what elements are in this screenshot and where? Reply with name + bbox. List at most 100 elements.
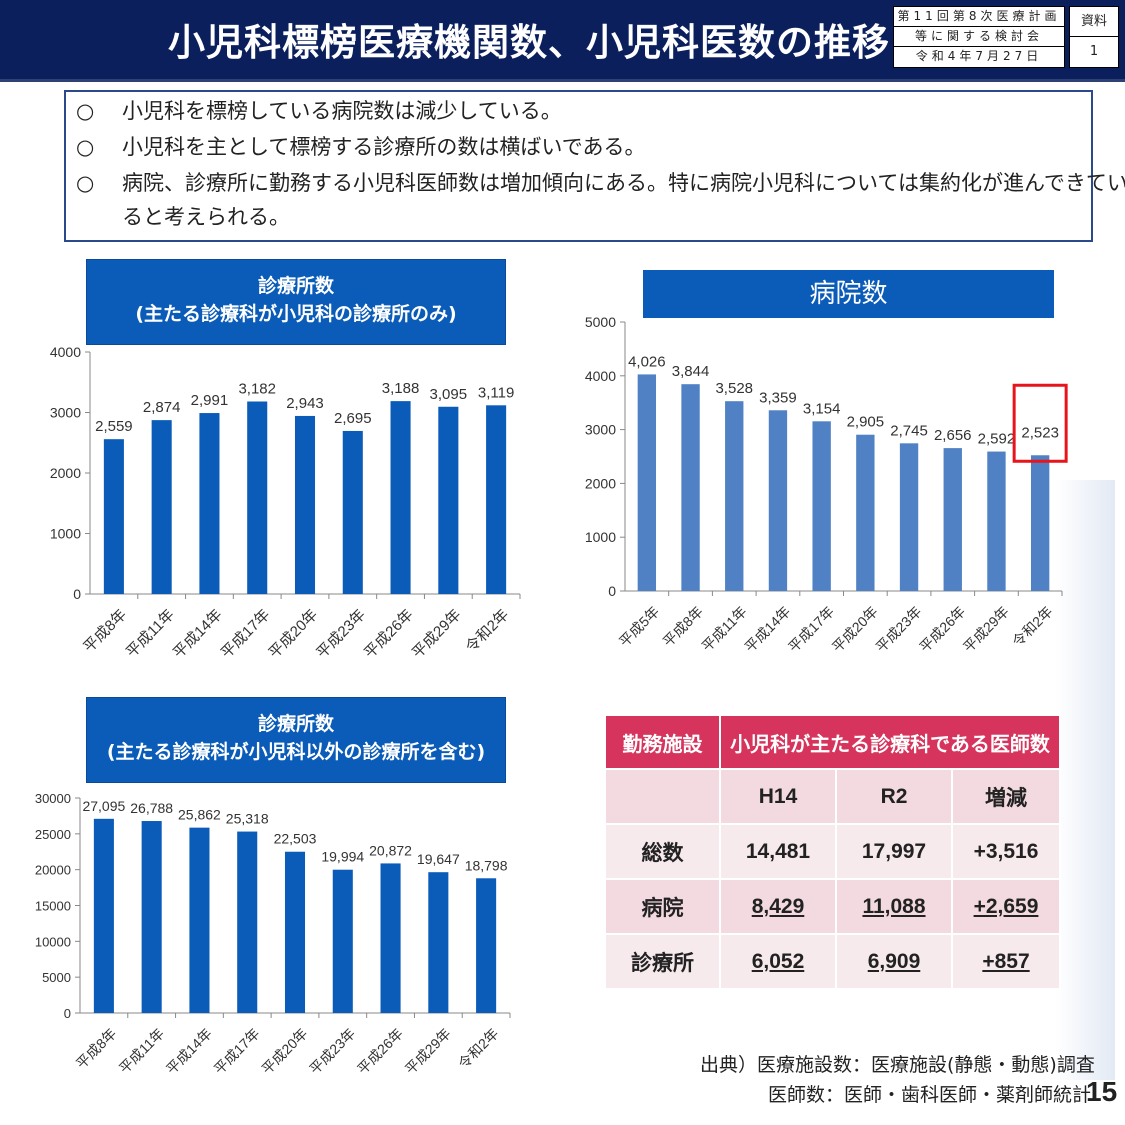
document-number-box: 資料 1 [1069, 6, 1119, 68]
bar [237, 831, 258, 1013]
hospital-chart-heading: 病院数 [643, 270, 1054, 318]
data-label: 2,874 [143, 399, 181, 416]
x-tick-label: 平成23年 [873, 603, 925, 655]
x-tick-label: 令和2年 [463, 606, 513, 656]
doc-label: 資料 [1070, 7, 1118, 37]
table-header-doctors: 小児科が主たる診療科である医師数 [719, 714, 1061, 770]
table-cell: 6,909 [835, 933, 953, 990]
data-label: 27,095 [82, 798, 125, 814]
y-tick-label: 10000 [35, 934, 71, 949]
highlight-box [1012, 383, 1068, 463]
chart-subtitle: (主たる診療科が小児科の診療所のみ) [135, 303, 457, 325]
x-tick-label: 令和2年 [455, 1025, 502, 1072]
y-tick-label: 4000 [585, 368, 616, 384]
clinic-chart-heading: 診療所数 (主たる診療科が小児科の診療所のみ) [87, 260, 505, 344]
y-tick-label: 3000 [50, 405, 81, 421]
data-label: 19,994 [321, 849, 364, 865]
y-tick-label: 25000 [35, 827, 71, 842]
pediatrician-table: 勤務施設 小児科が主たる診療科である医師数 H14 R2 増減 総数 14,48… [604, 714, 1061, 990]
table-cell: 8,429 [719, 878, 837, 935]
summary-item: ○ 病院、診療所に勤務する小児科医師数は増加傾向にある。特に病院小児科については集… [76, 166, 1125, 200]
bar [284, 851, 306, 1013]
bar [332, 869, 353, 1013]
data-label: 3,359 [759, 389, 797, 406]
data-label: 2,695 [334, 410, 372, 427]
x-tick-label: 令和2年 [1009, 603, 1056, 650]
table-row: 診療所 6,052 6,909 +857 [604, 933, 1061, 990]
row-label: 病院 [604, 878, 721, 935]
data-label: 4,026 [628, 353, 666, 370]
bar [486, 405, 507, 594]
meeting-info-box: 第11回第8次医療計画 等に関する検討会 令和4年7月27日 [893, 6, 1065, 68]
bullet-icon: ○ [76, 171, 95, 195]
row-label: 総数 [604, 823, 721, 880]
x-tick-label: 平成11年 [698, 603, 749, 654]
x-tick-label: 平成14年 [170, 606, 226, 662]
row-label: 診療所 [604, 933, 721, 990]
column-header: R2 [835, 768, 953, 825]
meeting-line: 令和4年7月27日 [915, 49, 1043, 63]
column-header: H14 [719, 768, 837, 825]
column-header: 増減 [951, 768, 1061, 825]
x-tick-label: 平成17年 [218, 606, 274, 662]
page-title: 小児科標榜医療機関数、小児科医数の推移 [168, 21, 890, 64]
data-label: 2,592 [978, 431, 1016, 448]
meeting-line: 第11回第8次医療計画 [894, 7, 1064, 27]
y-tick-label: 0 [73, 586, 81, 602]
bar [390, 401, 411, 594]
y-tick-label: 5000 [42, 970, 71, 985]
data-label: 2,656 [934, 427, 972, 444]
bar [768, 410, 788, 591]
summary-text: 小児科を主として標榜する診療所の数は横ばいである。 [122, 135, 646, 159]
data-label: 2,523 [1021, 424, 1059, 441]
source-line: 医師数：医師・歯科医師・薬剤師統計 [768, 1084, 1092, 1106]
chart-subtitle: (主たる診療科が小児科以外の診療所を含む) [106, 741, 486, 763]
y-tick-label: 1000 [50, 526, 81, 542]
data-label: 3,188 [382, 380, 420, 397]
data-label: 22,503 [274, 831, 317, 847]
data-label: 3,119 [478, 384, 514, 401]
x-tick-label: 平成14年 [163, 1025, 215, 1077]
bar [103, 439, 124, 594]
data-label: 26,788 [130, 800, 173, 816]
table-cell: 11,088 [835, 878, 953, 935]
data-label: 3,528 [715, 380, 753, 397]
hospital-count-chart: 0100020003000400050004,026平成5年3,844平成8年3… [585, 314, 1068, 655]
y-tick-label: 0 [608, 583, 616, 599]
x-tick-label: 平成20年 [258, 1025, 310, 1077]
x-tick-label: 平成17年 [785, 603, 837, 655]
chart-title: 診療所数 [257, 275, 334, 297]
data-label: 3,844 [672, 363, 710, 380]
bar [247, 401, 268, 594]
summary-item: ○ 小児科を標榜している病院数は減少している。 [76, 94, 562, 128]
data-label: 20,872 [369, 842, 412, 858]
page-number: 15 [1086, 1076, 1118, 1107]
table-row: 病院 8,429 11,088 +2,659 [604, 878, 1061, 935]
y-tick-label: 4000 [50, 344, 81, 360]
x-tick-label: 平成14年 [741, 603, 793, 655]
bar [141, 821, 162, 1013]
bar [987, 451, 1006, 591]
table-header-facility: 勤務施設 [604, 714, 721, 770]
bullet-icon: ○ [76, 99, 95, 123]
x-tick-label: 平成26年 [916, 603, 968, 655]
data-label: 3,154 [803, 400, 841, 417]
y-tick-label: 3000 [585, 422, 616, 438]
data-label: 19,647 [417, 851, 460, 867]
table-cell: 14,481 [719, 823, 837, 880]
summary-item: ると考えられる。 [76, 200, 290, 234]
table-row: 総数 14,481 17,997 +3,516 [604, 823, 1061, 880]
x-tick-label: 平成23年 [306, 1025, 358, 1077]
x-tick-label: 平成8年 [73, 1025, 120, 1072]
x-tick-label: 平成5年 [616, 603, 663, 650]
summary-box: ○ 小児科を標榜している病院数は減少している。 ○ 小児科を主として標榜する診療所の… [64, 90, 1125, 242]
data-label: 18,798 [465, 857, 508, 873]
bar [428, 872, 449, 1013]
data-label: 2,991 [191, 392, 229, 409]
summary-text: 病院、診療所に勤務する小児科医師数は増加傾向にある。特に病院小児科については集約… [122, 171, 1125, 195]
y-tick-label: 1000 [585, 529, 616, 545]
x-tick-label: 平成26年 [354, 1025, 406, 1077]
bar [294, 415, 316, 594]
bar [342, 430, 363, 594]
chart-title: 診療所数 [257, 713, 334, 735]
